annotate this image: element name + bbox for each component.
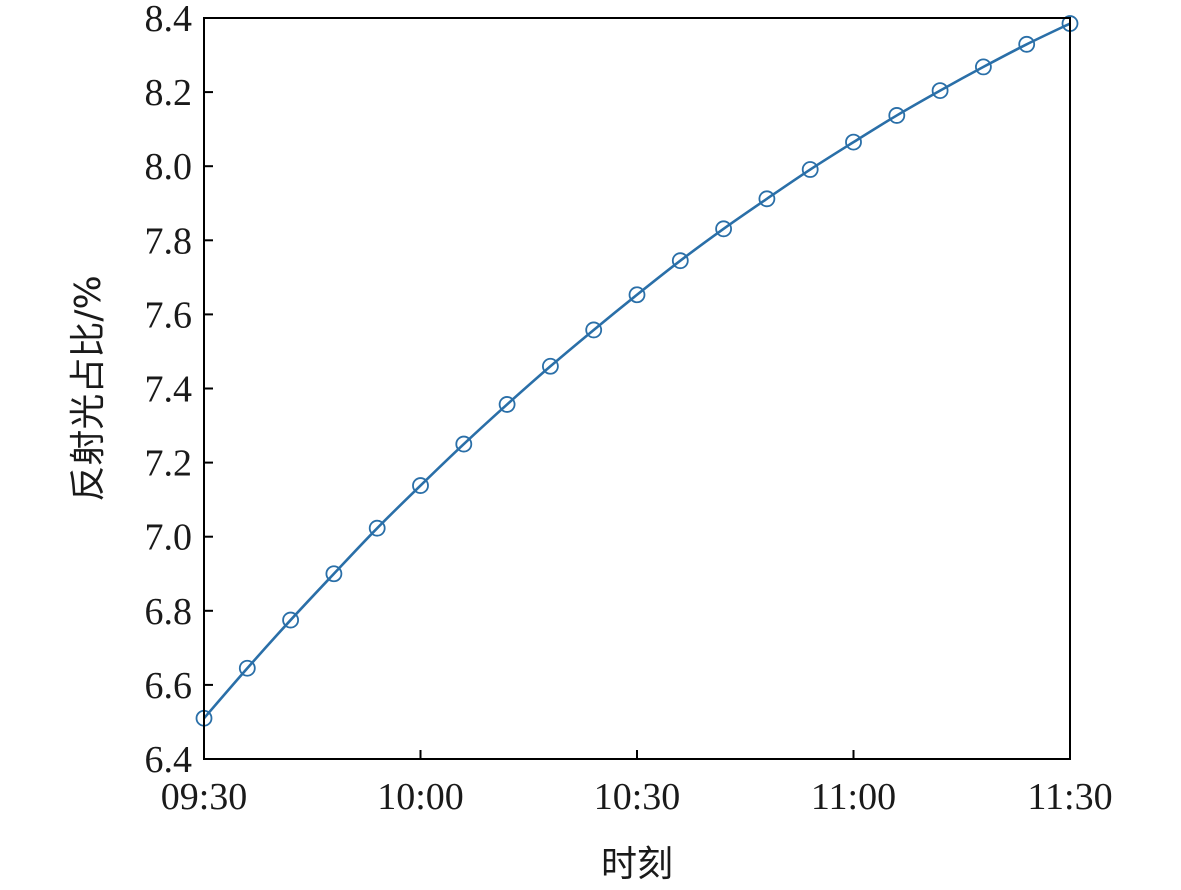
data-point	[845, 133, 862, 151]
data-point	[931, 82, 949, 100]
y-tick-label: 6.6	[145, 665, 193, 707]
series-layer	[195, 15, 1079, 727]
data-point	[282, 611, 300, 629]
data-point	[888, 107, 906, 124]
y-tick-label: 8.4	[145, 0, 193, 40]
data-point	[412, 477, 429, 494]
y-tick-label: 7.8	[145, 220, 193, 262]
x-tick-label: 10:30	[594, 776, 681, 818]
x-tick-label: 11:00	[811, 776, 896, 818]
x-axis-title: 时刻	[601, 844, 673, 885]
y-tick-label: 7.6	[145, 294, 193, 336]
data-point	[325, 565, 343, 583]
data-point	[498, 396, 516, 413]
series-line	[203, 22, 1071, 720]
y-axis-title: 反射光占比/%	[68, 275, 109, 501]
y-tick-label: 8.0	[145, 146, 193, 188]
y-tick-label: 7.0	[145, 517, 193, 559]
data-point	[585, 321, 603, 339]
y-axis: 6.4 6.6 6.8 7.0 7.2 7.4 7.6 7.8 8.0 8.2 8.4	[145, 0, 213, 781]
y-tick-label: 6.8	[145, 591, 193, 633]
data-point	[542, 357, 559, 375]
y-tick-label: 7.4	[145, 369, 193, 411]
data-point	[455, 435, 473, 453]
y-tick-label: 6.4	[145, 739, 193, 781]
plot-frame	[203, 17, 1071, 760]
data-point	[671, 252, 689, 270]
data-point	[368, 519, 386, 537]
x-axis: 09:30 10:00 10:30 11:00 11:30	[161, 750, 1113, 818]
data-point	[758, 190, 776, 208]
data-point	[1018, 35, 1036, 53]
data-point	[238, 659, 256, 677]
y-tick-label: 8.2	[145, 72, 193, 114]
data-point	[628, 286, 646, 304]
data-point	[715, 220, 732, 238]
x-tick-label: 10:00	[377, 776, 464, 818]
data-point	[801, 161, 819, 178]
data-point	[975, 58, 992, 76]
x-tick-label: 09:30	[161, 776, 248, 818]
y-tick-label: 7.2	[145, 443, 193, 485]
x-tick-label: 11:30	[1027, 776, 1112, 818]
